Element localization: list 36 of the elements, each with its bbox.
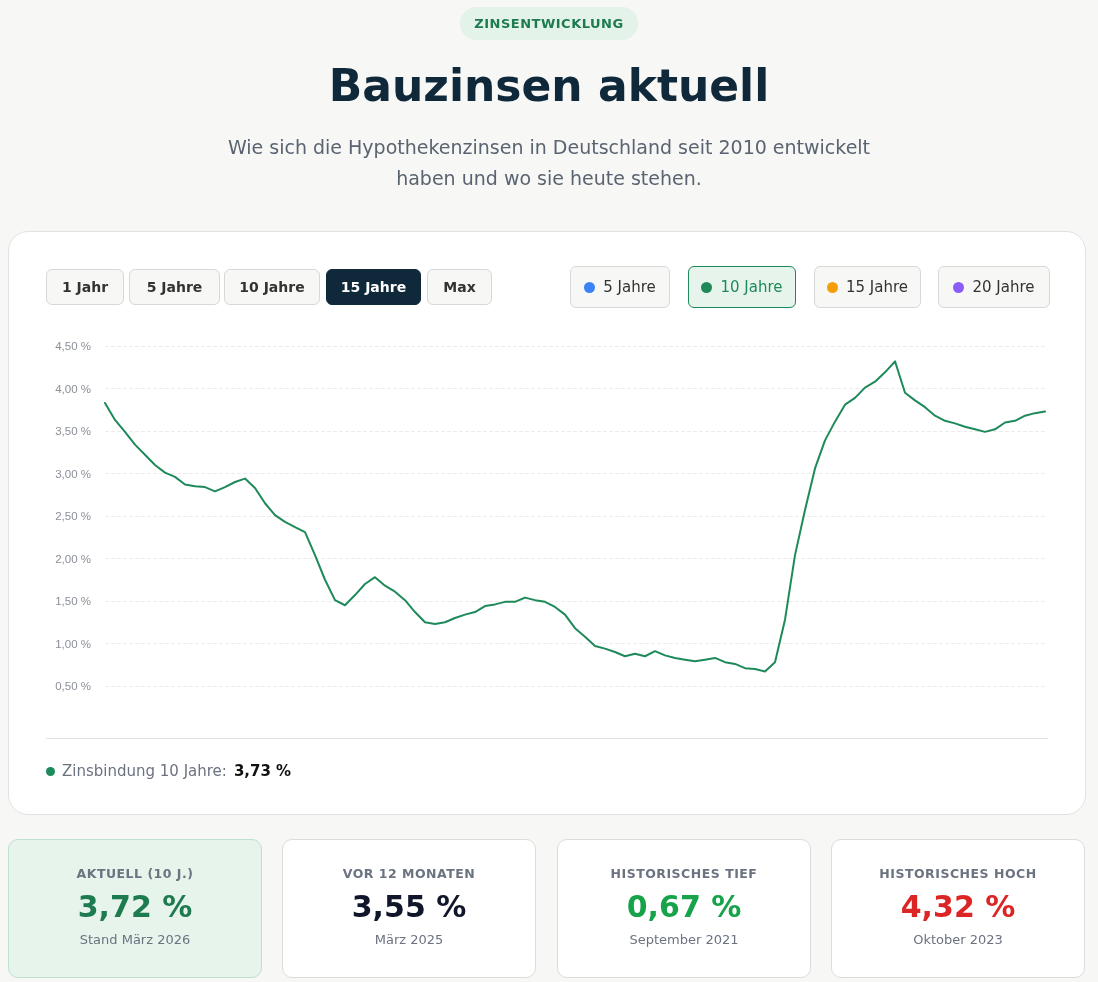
text: 20 Jahre <box>972 278 1035 296</box>
text: AKTUELL (10 J.) <box>75 866 195 881</box>
y-tick-label: 3,50 % <box>55 425 91 437</box>
text: 10 Jahre <box>224 269 320 305</box>
text: Zinsbindung 10 Jahre: <box>62 762 227 780</box>
y-tick-label: 3,00 % <box>55 467 91 480</box>
y-tick-label: 2,50 % <box>55 510 91 522</box>
text: 3,73 % <box>233 762 292 780</box>
text: HISTORISCHES TIEF <box>609 866 759 881</box>
y-tick-label: 1,50 % <box>55 595 91 607</box>
legend-label: 10 Jahre <box>720 278 783 296</box>
text: Stand März 2026 <box>78 932 192 947</box>
text: September 2021 <box>628 932 740 947</box>
y-tick-label: 1,00 % <box>55 637 91 650</box>
text: 5 Jahre <box>129 269 220 305</box>
text: 0,67 % <box>625 889 743 924</box>
text: VOR 12 MONATEN <box>341 866 477 881</box>
chart-title: Bauzinsen aktuell <box>327 60 771 111</box>
text: Oktober 2023 <box>912 932 1004 947</box>
text: 1 Jahr <box>46 269 124 305</box>
text: 5 Jahre <box>603 278 656 296</box>
text: 3,72 % <box>76 889 194 924</box>
text: HISTORISCHES HOCH <box>878 866 1038 881</box>
y-tick-label: 0,50 % <box>55 680 91 692</box>
text: 3,55 % <box>350 889 468 924</box>
chart-subtitle: Wie sich die Hypothekenzinsen in Deutschland seit 2010 entwickelt haben und wo sie heute stehen. <box>226 135 872 191</box>
text: 4,32 % <box>899 889 1017 924</box>
y-tick-label: 4,50 % <box>55 340 91 352</box>
y-tick-label: 2,00 % <box>55 552 91 565</box>
y-tick-label: 4,00 % <box>55 382 91 395</box>
line-series <box>104 360 1046 673</box>
text: März 2025 <box>373 932 445 947</box>
text: 15 Jahre <box>845 278 909 296</box>
text: 15 Jahre <box>326 269 421 305</box>
text: Max <box>427 269 492 305</box>
text: ZINSENTWICKLUNG <box>460 7 638 40</box>
